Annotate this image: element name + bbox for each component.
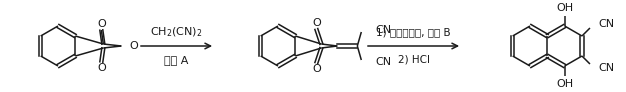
Text: O: O <box>97 19 106 29</box>
Text: CN: CN <box>598 63 614 73</box>
Text: OH: OH <box>556 3 573 13</box>
Text: 溶剂 A: 溶剂 A <box>164 55 188 65</box>
Text: O: O <box>312 18 321 28</box>
Text: CN: CN <box>376 25 391 35</box>
Text: CH$_2$(CN)$_2$: CH$_2$(CN)$_2$ <box>150 25 203 39</box>
Text: O: O <box>130 41 138 51</box>
Text: CN: CN <box>376 57 391 67</box>
Text: OH: OH <box>556 79 573 89</box>
Text: CN: CN <box>598 19 614 29</box>
Text: O: O <box>97 63 106 73</box>
Text: 1) 无水硫化钾, 溶剂 B: 1) 无水硫化钾, 溶剂 B <box>376 27 451 37</box>
Text: 2) HCl: 2) HCl <box>398 55 429 65</box>
Text: O: O <box>312 64 321 74</box>
